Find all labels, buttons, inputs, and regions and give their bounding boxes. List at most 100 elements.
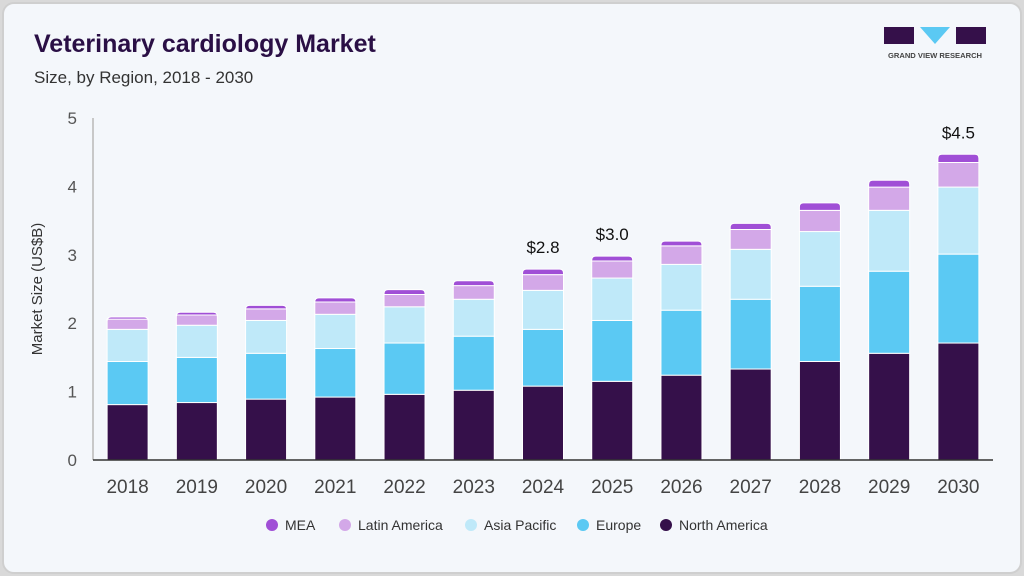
bar-segment-north-america bbox=[591, 380, 634, 461]
bar-segment-mea bbox=[591, 255, 634, 262]
x-tick-label: 2019 bbox=[176, 477, 218, 498]
bar-segment-latin-america bbox=[452, 285, 495, 300]
x-tick-label: 2018 bbox=[106, 477, 148, 498]
grand-view-research-logo: GRAND VIEW RESEARCH bbox=[884, 27, 986, 60]
x-tick-label: 2024 bbox=[522, 477, 565, 498]
bar-segment-asia-pacific bbox=[798, 231, 841, 287]
bar-segment-europe bbox=[452, 335, 495, 391]
bar-segment-mea bbox=[314, 297, 357, 303]
legend-item: MEA bbox=[285, 517, 316, 533]
svg-text:GRAND VIEW RESEARCH: GRAND VIEW RESEARCH bbox=[888, 51, 982, 60]
x-tick-label: 2030 bbox=[937, 477, 979, 498]
bar-segment-north-america bbox=[660, 374, 703, 461]
bar-segment-europe bbox=[106, 361, 149, 406]
bar-segment-europe bbox=[245, 352, 288, 400]
bar-segment-asia-pacific bbox=[591, 277, 634, 321]
legend-item: North America bbox=[679, 517, 768, 533]
bar-segment-asia-pacific bbox=[660, 263, 703, 311]
bar-segment-latin-america bbox=[314, 301, 357, 315]
bar-segment-asia-pacific bbox=[522, 289, 564, 330]
bar-segment-latin-america bbox=[729, 228, 772, 250]
bar-segment-north-america bbox=[798, 361, 841, 461]
y-tick-label: 0 bbox=[68, 451, 77, 470]
x-tick-label: 2026 bbox=[660, 477, 702, 498]
bar-segment-mea bbox=[868, 179, 911, 188]
y-tick-label: 5 bbox=[68, 109, 77, 128]
x-tick-label: 2028 bbox=[799, 477, 841, 498]
bar-segment-mea bbox=[245, 304, 288, 310]
legend-item: Europe bbox=[596, 517, 641, 533]
bar-segment-mea bbox=[106, 316, 149, 322]
bar-segment-north-america bbox=[868, 352, 911, 461]
bar-segment-latin-america bbox=[937, 161, 980, 188]
bar-segment-latin-america bbox=[660, 245, 703, 265]
x-tick-label: 2029 bbox=[868, 477, 910, 498]
data-label: $4.5 bbox=[942, 123, 975, 142]
legend-marker bbox=[577, 519, 589, 531]
x-tick-label: 2022 bbox=[383, 477, 425, 498]
bar-segment-asia-pacific bbox=[452, 298, 495, 337]
bar-segment-asia-pacific bbox=[314, 313, 357, 350]
bar-segment-europe bbox=[729, 298, 772, 370]
bar-segment-latin-america bbox=[868, 186, 911, 211]
bar-segment-north-america bbox=[245, 398, 288, 461]
bar-segment-asia-pacific bbox=[868, 209, 911, 272]
bar-segment-mea bbox=[175, 311, 218, 317]
bar-segment-mea bbox=[522, 268, 564, 276]
x-tick-label: 2025 bbox=[591, 477, 633, 498]
bar-segment-latin-america bbox=[383, 293, 426, 308]
legend-item: Latin America bbox=[358, 517, 443, 533]
bar-segment-mea bbox=[452, 280, 495, 287]
x-tick-label: 2020 bbox=[245, 477, 287, 498]
bar-segment-mea bbox=[798, 202, 841, 211]
bar-segment-europe bbox=[937, 253, 980, 344]
chart-subtitle: Size, by Region, 2018 - 2030 bbox=[34, 68, 254, 87]
y-tick-label: 4 bbox=[68, 177, 77, 196]
x-tick-label: 2023 bbox=[453, 477, 495, 498]
bar-segment-north-america bbox=[937, 342, 980, 461]
bar-segment-europe bbox=[175, 356, 218, 404]
bar-segment-mea bbox=[383, 289, 426, 295]
bar-segment-asia-pacific bbox=[383, 306, 426, 344]
bar-segment-asia-pacific bbox=[937, 186, 980, 255]
bar-segment-europe bbox=[591, 319, 634, 382]
y-axis-label: Market Size (US$B) bbox=[29, 223, 46, 356]
bar-segment-north-america bbox=[729, 368, 772, 461]
bar-segment-asia-pacific bbox=[175, 324, 218, 358]
legend-marker bbox=[339, 519, 351, 531]
bar-segment-north-america bbox=[522, 385, 564, 461]
bar-segment-asia-pacific bbox=[245, 319, 288, 354]
legend-marker bbox=[465, 519, 477, 531]
bar-segment-asia-pacific bbox=[729, 248, 772, 300]
legend-marker bbox=[266, 519, 278, 531]
bar-segment-latin-america bbox=[798, 209, 841, 233]
legend-item: Asia Pacific bbox=[484, 517, 556, 533]
bar-segment-europe bbox=[522, 328, 564, 387]
bar-segment-north-america bbox=[314, 396, 357, 461]
bar-segment-asia-pacific bbox=[106, 328, 149, 363]
bar-segment-europe bbox=[660, 309, 703, 376]
bar-segment-latin-america bbox=[591, 260, 634, 279]
y-tick-label: 2 bbox=[68, 314, 77, 333]
bar-segment-latin-america bbox=[245, 308, 288, 321]
x-tick-label: 2027 bbox=[730, 477, 772, 498]
data-label: $3.0 bbox=[596, 225, 629, 244]
bar-segment-mea bbox=[937, 153, 980, 163]
legend-marker bbox=[660, 519, 672, 531]
bar-segment-europe bbox=[798, 285, 841, 363]
bar-segment-mea bbox=[729, 222, 772, 230]
bar-segment-latin-america bbox=[106, 318, 149, 330]
bar-segment-mea bbox=[660, 240, 703, 247]
bar-segment-latin-america bbox=[175, 314, 218, 326]
chart-title: Veterinary cardiology Market bbox=[34, 30, 376, 58]
bar-segment-north-america bbox=[383, 393, 426, 461]
bar-segment-latin-america bbox=[522, 274, 564, 291]
bar-segment-north-america bbox=[452, 389, 495, 461]
x-tick-label: 2021 bbox=[314, 477, 356, 498]
bar-segment-north-america bbox=[175, 402, 218, 461]
data-label: $2.8 bbox=[526, 238, 559, 257]
bar-segment-europe bbox=[383, 342, 426, 395]
bar-segment-europe bbox=[868, 270, 911, 354]
